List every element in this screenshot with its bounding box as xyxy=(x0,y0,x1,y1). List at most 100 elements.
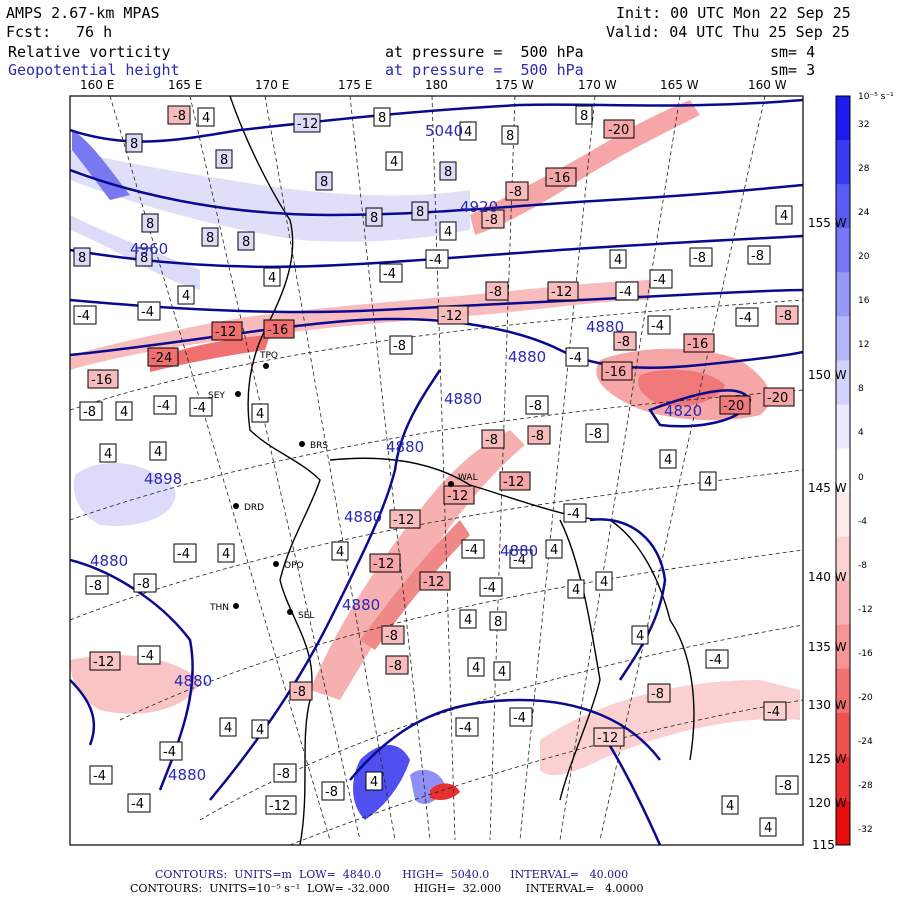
vort-label: 4 xyxy=(217,543,235,563)
svg-text:-8: -8 xyxy=(293,685,306,700)
svg-text:8: 8 xyxy=(370,211,378,226)
vorticity-labels: -8 4 -12 8 4 8 8 -20 -16 -8 -8 8 8 8 4 8… xyxy=(73,105,799,837)
svg-text:-12: -12 xyxy=(93,655,114,670)
svg-text:8: 8 xyxy=(140,251,148,266)
colorbar-tick: -8 xyxy=(858,560,867,571)
svg-text:4: 4 xyxy=(104,447,112,462)
forecast-label: Fcst: xyxy=(6,23,52,41)
vort-label: -4 xyxy=(705,649,729,669)
lat-label: 155 W xyxy=(808,216,847,230)
svg-text:8: 8 xyxy=(378,111,386,126)
svg-text:8: 8 xyxy=(444,165,452,180)
vort-label: 8 xyxy=(73,247,91,267)
station-label: SEY xyxy=(208,391,225,401)
vort-label: -12 xyxy=(89,651,121,671)
lon-label: 160 E xyxy=(80,78,115,92)
svg-text:-4: -4 xyxy=(131,797,144,812)
vort-label: -8 xyxy=(167,105,191,125)
positive-vorticity-area xyxy=(72,130,130,200)
svg-text:8: 8 xyxy=(220,153,228,168)
svg-text:-12: -12 xyxy=(269,799,290,814)
vort-label: -12 xyxy=(369,553,401,573)
svg-text:4: 4 xyxy=(472,661,480,676)
vort-label: -8 xyxy=(747,245,771,265)
lat-label: 125 W xyxy=(808,752,847,766)
colorbar-tick: -20 xyxy=(858,692,873,703)
vort-label: 4 xyxy=(251,403,269,423)
height-label: 5040 xyxy=(425,122,463,140)
vort-label: 4 xyxy=(467,657,485,677)
colorbar-swatch xyxy=(836,712,850,758)
vort-label: -20 xyxy=(719,395,751,415)
vort-label: -8 xyxy=(85,575,109,595)
vort-label: 4 xyxy=(545,539,563,559)
svg-text:-8: -8 xyxy=(529,399,542,414)
svg-text:4: 4 xyxy=(222,547,230,562)
height-label: 4880 xyxy=(444,390,482,408)
vort-label: -8 xyxy=(321,781,345,801)
vort-label: -12 xyxy=(211,321,243,341)
height-label: 4880 xyxy=(586,318,624,336)
vort-label: -8 xyxy=(273,763,297,783)
svg-text:-8: -8 xyxy=(617,335,630,350)
init-time: Init: 00 UTC Mon 22 Sep 25 xyxy=(616,4,851,22)
colorbar-swatch xyxy=(836,448,850,494)
vort-label: -4 xyxy=(127,793,151,813)
colorbar-tick: 4 xyxy=(858,428,864,439)
svg-text:-12: -12 xyxy=(393,513,414,528)
station-label: THN xyxy=(209,603,229,613)
height-label: 4880 xyxy=(500,542,538,560)
svg-text:-4: -4 xyxy=(383,267,396,282)
colorbar-tick: 24 xyxy=(858,208,870,219)
colorbar-tick: 8 xyxy=(858,384,864,395)
vort-label: -12 xyxy=(437,305,469,325)
height-label: 4880 xyxy=(168,766,206,784)
svg-text:-12: -12 xyxy=(597,731,618,746)
height-labels: 5040 4960 4920 4880 4880 4880 4880 4880 … xyxy=(90,122,702,784)
svg-text:8: 8 xyxy=(494,615,502,630)
svg-text:-4: -4 xyxy=(163,745,176,760)
vort-label: -4 xyxy=(615,281,639,301)
vort-label: -8 xyxy=(613,331,637,351)
vort-label: 4 xyxy=(439,221,457,241)
vort-label: 4 xyxy=(99,443,117,463)
field1-smoothing: sm= 4 xyxy=(770,43,816,61)
svg-text:-4: -4 xyxy=(567,507,580,522)
svg-text:-8: -8 xyxy=(89,579,102,594)
colorbar-tick: 28 xyxy=(858,164,870,175)
vort-label: -8 xyxy=(385,655,409,675)
vort-label: -8 xyxy=(133,573,157,593)
svg-text:4: 4 xyxy=(120,405,128,420)
vort-label: -8 xyxy=(689,247,713,267)
vort-label: -8 xyxy=(775,775,799,795)
vort-label: 4 xyxy=(459,121,477,141)
vort-label: 4 xyxy=(177,285,195,305)
svg-text:4: 4 xyxy=(764,821,772,836)
svg-text:-12: -12 xyxy=(441,309,462,324)
svg-text:-8: -8 xyxy=(485,213,498,228)
svg-text:-4: -4 xyxy=(459,721,472,736)
vort-label: -4 xyxy=(735,307,759,327)
vort-label: -8 xyxy=(485,281,509,301)
field2-level: at pressure = 500 hPa xyxy=(385,61,584,79)
vort-label: -4 xyxy=(153,395,177,415)
svg-text:-8: -8 xyxy=(137,577,150,592)
svg-text:-4: -4 xyxy=(465,543,478,558)
svg-text:-4: -4 xyxy=(77,309,90,324)
lat-label: 135 W xyxy=(808,640,847,654)
svg-text:-4: -4 xyxy=(651,319,664,334)
vort-label: -12 xyxy=(265,795,297,815)
svg-text:-4: -4 xyxy=(141,649,154,664)
colorbar-tick: -16 xyxy=(858,648,873,659)
map-frame xyxy=(69,95,804,846)
height-label: 4880 xyxy=(174,672,212,690)
height-label: 4898 xyxy=(144,470,182,488)
svg-text:-8: -8 xyxy=(509,185,522,200)
vort-label: -4 xyxy=(647,315,671,335)
svg-text:4: 4 xyxy=(182,289,190,304)
vort-label: 8 xyxy=(125,133,143,153)
vort-label: -4 xyxy=(509,549,533,569)
svg-text:-4: -4 xyxy=(619,285,632,300)
vort-label: -8 xyxy=(381,625,405,645)
